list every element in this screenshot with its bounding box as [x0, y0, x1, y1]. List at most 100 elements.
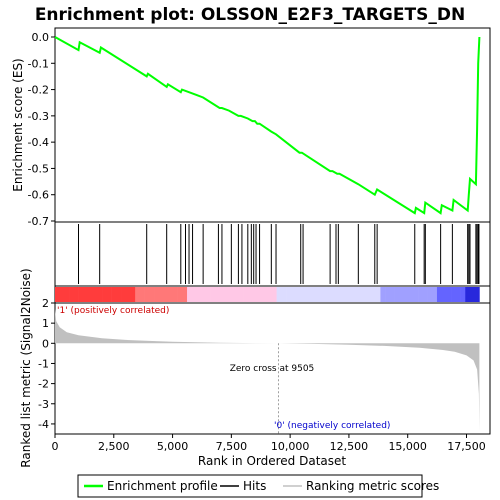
- colorbar-segment: [319, 287, 325, 302]
- colorbar-segment: [196, 287, 202, 302]
- es-ytick-label: -0.6: [28, 189, 49, 202]
- es-axis: 0.0 -0.1 -0.2 -0.3 -0.4 -0.5 -0.6 -0.7: [28, 31, 55, 228]
- colorbar-segment: [144, 287, 150, 302]
- colorbar-segment: [257, 287, 263, 302]
- colorbar-segment: [347, 287, 353, 302]
- es-panel: [54, 27, 491, 223]
- colorbar-segment: [130, 287, 136, 302]
- colorbar-segment: [460, 287, 466, 302]
- colorbar-segment: [455, 287, 461, 302]
- colorbar-segment: [97, 287, 103, 302]
- ranking-panel: [54, 302, 491, 435]
- colorbar-segment: [116, 287, 122, 302]
- colorbar-segment: [64, 287, 70, 302]
- colorbar-segment: [295, 287, 301, 302]
- rank-ytick-label: -3: [38, 398, 49, 411]
- es-ytick-label: -0.1: [28, 57, 49, 70]
- colorbar-segment: [83, 287, 89, 302]
- colorbar-segment: [432, 287, 438, 302]
- rank-ytick-label: 0: [42, 337, 49, 350]
- colorbar-segment: [281, 287, 287, 302]
- legend-label: Ranking metric scores: [306, 479, 439, 493]
- negative-label: '0' (negatively correlated): [274, 421, 390, 431]
- colorbar-segment: [205, 287, 211, 302]
- colorbar-segment: [55, 287, 61, 302]
- rank-colorbar: [55, 287, 480, 302]
- x-tick-label: 2,500: [98, 440, 130, 453]
- colorbar-segment: [271, 287, 277, 302]
- colorbar-segment: [403, 287, 409, 302]
- colorbar-segment: [229, 287, 235, 302]
- colorbar-segment: [286, 287, 292, 302]
- colorbar-segment: [342, 287, 348, 302]
- colorbar-segment: [408, 287, 414, 302]
- x-tick-label: 7,500: [216, 440, 248, 453]
- rank-ytick-label: -4: [38, 418, 49, 431]
- colorbar-segment: [380, 287, 386, 302]
- colorbar-segment: [474, 287, 480, 302]
- colorbar-segment: [125, 287, 131, 302]
- colorbar-segment: [92, 287, 98, 302]
- colorbar-segment: [182, 287, 188, 302]
- colorbar-segment: [361, 287, 367, 302]
- legend-box: [77, 474, 423, 498]
- hits-panel: [54, 221, 491, 287]
- colorbar-segment: [309, 287, 315, 302]
- colorbar-segment: [323, 287, 329, 302]
- colorbar-segment: [436, 287, 442, 302]
- colorbar-segment: [73, 287, 79, 302]
- colorbar-segment: [427, 287, 433, 302]
- colorbar-segment: [399, 287, 405, 302]
- colorbar-segment: [168, 287, 174, 302]
- colorbar-segment: [469, 287, 476, 302]
- colorbar-segment: [243, 287, 249, 302]
- colorbar-segment: [163, 287, 169, 302]
- es-ytick-label: -0.7: [28, 215, 49, 228]
- rank-ytick-label: 2: [42, 297, 49, 310]
- rank-ytick-label: -1: [38, 357, 49, 370]
- colorbar-segment: [59, 287, 65, 302]
- colorbar-segment: [69, 287, 75, 302]
- es-ytick-label: 0.0: [32, 31, 50, 44]
- colorbar-segment: [191, 287, 197, 302]
- x-tick-label: 10,000: [271, 440, 310, 453]
- colorbar-segment: [177, 287, 183, 302]
- colorbar-segment: [149, 287, 155, 302]
- colorbar-segment: [238, 287, 244, 302]
- colorbar-segment: [234, 287, 240, 302]
- colorbar-segment: [262, 287, 268, 302]
- colorbar-segment: [253, 287, 259, 302]
- es-ytick-label: -0.2: [28, 84, 49, 97]
- colorbar-segment: [158, 287, 164, 302]
- legend-label: Hits: [243, 479, 266, 493]
- colorbar-segment: [248, 287, 254, 302]
- colorbar-segment: [328, 287, 334, 302]
- colorbar-segment: [370, 287, 376, 302]
- x-tick-label: 17,500: [447, 440, 486, 453]
- colorbar-segment: [78, 287, 84, 302]
- rank-ytick-label: -2: [38, 378, 49, 391]
- colorbar-segment: [366, 287, 372, 302]
- x-axis: 0 2,500 5,000 7,500 10,000 12,500 15,000 17,500: [52, 434, 486, 453]
- colorbar-segment: [88, 287, 94, 302]
- colorbar-segment: [276, 287, 282, 302]
- colorbar-segment: [389, 287, 395, 302]
- colorbar-segment: [352, 287, 358, 302]
- es-ytick-label: -0.3: [28, 110, 49, 123]
- x-tick-label: 5,000: [157, 440, 189, 453]
- es-ytick-label: -0.5: [28, 162, 49, 175]
- colorbar-segment: [187, 287, 193, 302]
- colorbar-segment: [224, 287, 230, 302]
- legend: Enrichment profile Hits Ranking metric sco…: [84, 479, 439, 493]
- colorbar-segment: [314, 287, 320, 302]
- colorbar-segment: [333, 287, 339, 302]
- colorbar-segment: [111, 287, 117, 302]
- enrichment-profile-line: [54, 36, 481, 215]
- colorbar-segment: [418, 287, 424, 302]
- colorbar-segment: [446, 287, 452, 302]
- colorbar-segment: [375, 287, 381, 302]
- colorbar-segment: [201, 287, 207, 302]
- x-tick-label: 15,000: [388, 440, 427, 453]
- es-ytick-label: -0.4: [28, 136, 49, 149]
